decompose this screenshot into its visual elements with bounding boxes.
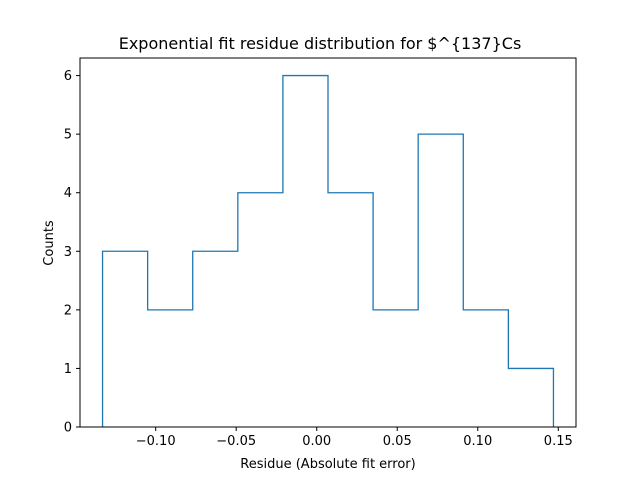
y-tick-label: 2: [64, 303, 72, 318]
x-tick-label: 0.15: [544, 434, 573, 449]
histogram-bin: [193, 251, 238, 427]
histogram-bin: [328, 193, 373, 427]
histogram-bin: [283, 76, 328, 427]
histogram-bin: [103, 251, 148, 427]
histogram-bin: [418, 134, 463, 427]
y-axis-label: Counts: [42, 220, 57, 266]
histogram-bin: [238, 193, 283, 427]
x-tick-label: −0.05: [216, 434, 256, 449]
y-tick-label: 6: [64, 69, 72, 84]
axes-frame: [79, 57, 577, 428]
x-tick-label: 0.00: [302, 434, 331, 449]
histogram-step-line: [101, 74, 555, 427]
histogram-bin: [373, 310, 418, 427]
chart-title: Exponential fit residue distribution for…: [119, 34, 522, 53]
y-tick-label: 0: [64, 421, 72, 436]
histogram-bin: [148, 310, 193, 427]
y-tick-label: 5: [64, 128, 72, 143]
histogram-bin: [463, 310, 508, 427]
y-tick-label: 4: [64, 186, 72, 201]
histogram-bin: [508, 368, 553, 427]
plot-area: −0.10 −0.05 0.00 0.05 0.10 0.15 0 1 2 3 4 5 6: [64, 57, 577, 449]
x-tick-label: 0.10: [463, 434, 492, 449]
x-tick-label: 0.05: [383, 434, 412, 449]
x-tick-label: −0.10: [136, 434, 176, 449]
y-tick-label: 3: [64, 245, 72, 260]
x-axis-label: Residue (Absolute fit error): [240, 457, 415, 472]
y-tick-label: 1: [64, 362, 72, 377]
